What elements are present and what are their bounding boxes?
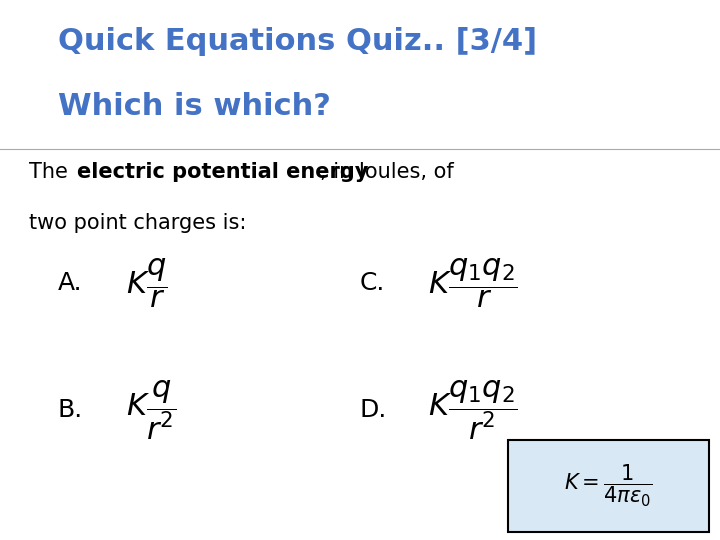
Text: $K\dfrac{q_1 q_2}{r^2}$: $K\dfrac{q_1 q_2}{r^2}$ (428, 379, 518, 442)
Text: $K\dfrac{q}{r}$: $K\dfrac{q}{r}$ (126, 256, 167, 310)
Text: two point charges is:: two point charges is: (29, 213, 246, 233)
Text: $K = \dfrac{1}{4\pi\varepsilon_0}$: $K = \dfrac{1}{4\pi\varepsilon_0}$ (564, 463, 652, 509)
FancyBboxPatch shape (508, 440, 709, 532)
Text: , in Joules, of: , in Joules, of (320, 162, 454, 182)
Text: D.: D. (360, 399, 387, 422)
Text: A.: A. (58, 272, 82, 295)
Text: Which is which?: Which is which? (58, 92, 330, 121)
Text: $K\dfrac{q_1 q_2}{r}$: $K\dfrac{q_1 q_2}{r}$ (428, 256, 518, 310)
Text: Quick Equations Quiz.. [3/4]: Quick Equations Quiz.. [3/4] (58, 27, 536, 56)
Text: $K\dfrac{q}{r^2}$: $K\dfrac{q}{r^2}$ (126, 379, 176, 442)
Text: The: The (29, 162, 74, 182)
Text: B.: B. (58, 399, 83, 422)
Text: C.: C. (360, 272, 385, 295)
Text: electric potential energy: electric potential energy (77, 162, 369, 182)
